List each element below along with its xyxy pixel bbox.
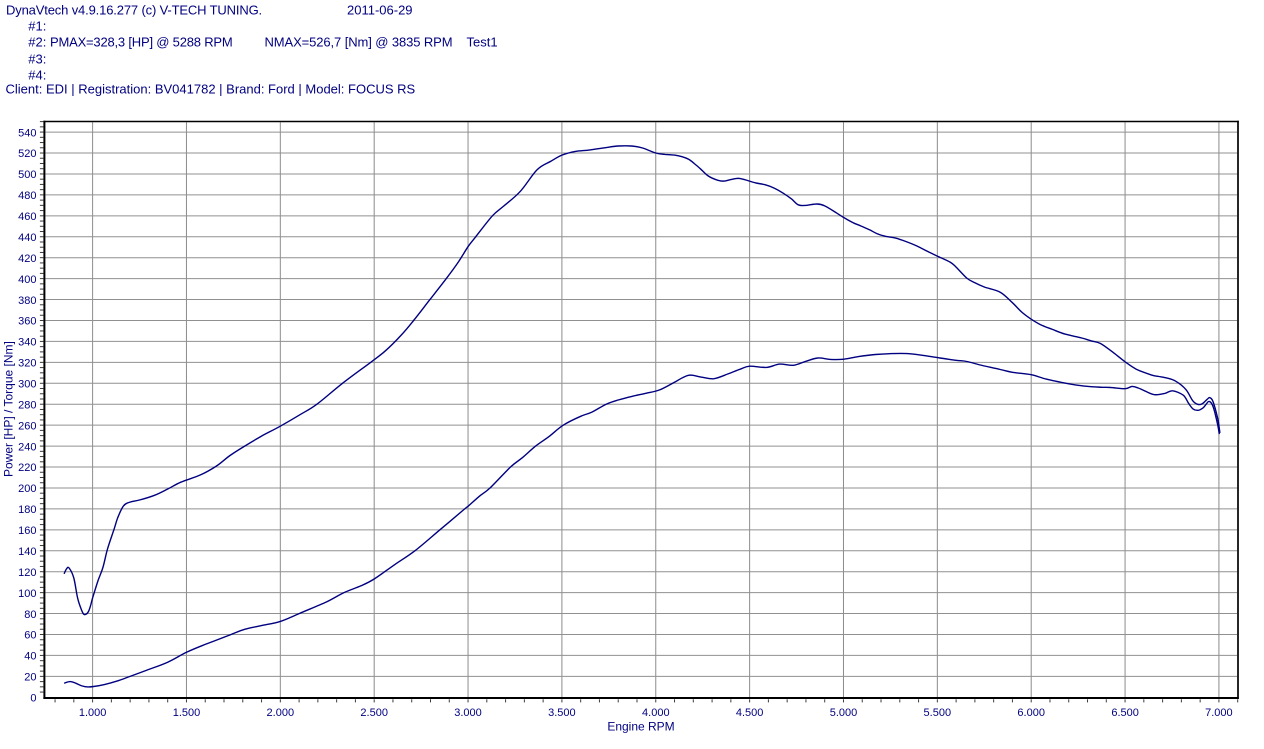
svg-text:480: 480 bbox=[18, 190, 36, 202]
svg-text:2011-06-29: 2011-06-29 bbox=[347, 3, 413, 18]
svg-text:2.000: 2.000 bbox=[267, 707, 295, 719]
svg-text:0: 0 bbox=[30, 693, 36, 705]
svg-text:460: 460 bbox=[18, 211, 36, 223]
svg-text:40: 40 bbox=[24, 651, 36, 663]
svg-text:360: 360 bbox=[18, 316, 36, 328]
svg-text:60: 60 bbox=[24, 630, 36, 642]
svg-text:300: 300 bbox=[18, 379, 36, 391]
svg-text:#1:: #1: bbox=[28, 19, 46, 34]
svg-text:4.500: 4.500 bbox=[736, 707, 764, 719]
svg-text:180: 180 bbox=[18, 504, 36, 516]
svg-text:Engine RPM: Engine RPM bbox=[607, 720, 674, 734]
svg-text:520: 520 bbox=[18, 148, 36, 160]
svg-text:1.500: 1.500 bbox=[173, 707, 201, 719]
svg-text:420: 420 bbox=[18, 253, 36, 265]
svg-text:120: 120 bbox=[18, 567, 36, 579]
svg-text:PMAX=328,3 [HP] @ 5288 RPM: PMAX=328,3 [HP] @ 5288 RPM bbox=[50, 35, 233, 50]
svg-text:100: 100 bbox=[18, 588, 36, 600]
svg-text:3.000: 3.000 bbox=[454, 707, 482, 719]
svg-text:6.500: 6.500 bbox=[1111, 707, 1139, 719]
svg-text:DynaVtech v4.9.16.277 (c) V-T: DynaVtech v4.9.16.277 (c) V-TECH TUNING. bbox=[6, 3, 262, 18]
svg-text:340: 340 bbox=[18, 337, 36, 349]
svg-text:220: 220 bbox=[18, 462, 36, 474]
svg-text:2.500: 2.500 bbox=[360, 707, 388, 719]
svg-text:240: 240 bbox=[18, 441, 36, 453]
svg-text:6.000: 6.000 bbox=[1017, 707, 1045, 719]
svg-text:5.000: 5.000 bbox=[830, 707, 858, 719]
svg-text:NMAX=526,7 [Nm] @ 3835 RPM: NMAX=526,7 [Nm] @ 3835 RPM bbox=[265, 35, 453, 50]
svg-text:400: 400 bbox=[18, 274, 36, 286]
svg-text:Test1: Test1 bbox=[467, 35, 498, 50]
svg-text:80: 80 bbox=[24, 609, 36, 621]
svg-text:#3:: #3: bbox=[28, 51, 46, 66]
svg-text:Power [HP] / Torque [Nm]: Power [HP] / Torque [Nm] bbox=[1, 341, 15, 477]
svg-text:3.500: 3.500 bbox=[548, 707, 576, 719]
svg-text:7.000: 7.000 bbox=[1205, 707, 1233, 719]
svg-text:5.500: 5.500 bbox=[924, 707, 952, 719]
svg-text:160: 160 bbox=[18, 525, 36, 537]
svg-text:320: 320 bbox=[18, 358, 36, 370]
svg-text:540: 540 bbox=[18, 127, 36, 139]
svg-text:280: 280 bbox=[18, 399, 36, 411]
svg-text:380: 380 bbox=[18, 295, 36, 307]
svg-text:20: 20 bbox=[24, 672, 36, 684]
svg-text:440: 440 bbox=[18, 232, 36, 244]
svg-text:1.000: 1.000 bbox=[79, 707, 107, 719]
svg-text:#2:: #2: bbox=[28, 35, 46, 50]
svg-text:#4:: #4: bbox=[28, 68, 46, 83]
svg-text:200: 200 bbox=[18, 483, 36, 495]
svg-text:4.000: 4.000 bbox=[642, 707, 670, 719]
svg-text:Client: EDI | Registration: BV: Client: EDI | Registration: BV041782 | B… bbox=[6, 81, 416, 96]
svg-text:140: 140 bbox=[18, 546, 36, 558]
svg-text:260: 260 bbox=[18, 420, 36, 432]
svg-text:500: 500 bbox=[18, 169, 36, 181]
